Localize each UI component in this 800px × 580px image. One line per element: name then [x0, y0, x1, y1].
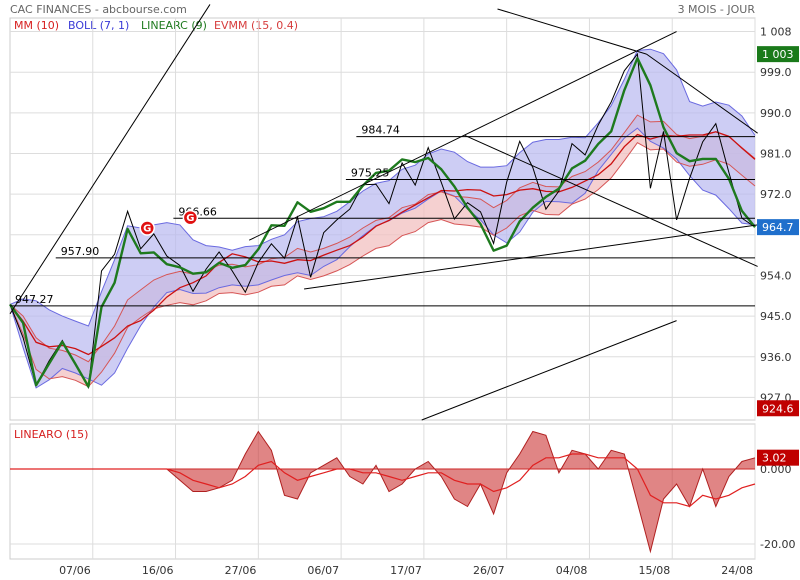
x-tick-label: 17/07 [390, 564, 422, 577]
chart-title: CAC FINANCES - abcbourse.com [10, 3, 187, 16]
y-tick-label: 972.0 [760, 188, 792, 201]
evmm-upper-line [9, 114, 756, 363]
trendline [421, 320, 677, 421]
y-tick-label: 999.0 [760, 66, 792, 79]
series-lines [9, 48, 756, 390]
x-tick-label: 06/07 [307, 564, 339, 577]
oscillator [10, 430, 756, 554]
event-marker-label: G [186, 213, 194, 224]
price-tag [757, 400, 799, 417]
oscillator-signal-line [10, 453, 756, 508]
x-tick-label: 15/08 [639, 564, 671, 577]
x-tick-label: 26/07 [473, 564, 505, 577]
trendline [248, 31, 677, 241]
oscillator-title: LINEARO (15) [14, 428, 88, 441]
event-marker-label: G [143, 224, 151, 235]
y-tick-label: 936.0 [760, 351, 792, 364]
legend-evmm: EVMM (15, 0.4) [214, 19, 298, 32]
x-tick-label: 07/06 [59, 564, 91, 577]
osc-value-tag-label: 3.02 [762, 452, 787, 465]
mm-line [9, 131, 756, 356]
event-marker [182, 209, 199, 226]
axes: 927.0936.0945.0954.0972.0981.0990.0999.0… [59, 26, 799, 577]
price-tag [757, 46, 799, 63]
legend-boll: BOLL (7, 1) [68, 19, 129, 32]
price-line [9, 52, 756, 390]
level-label: 984.74 [361, 124, 400, 137]
level-label: 947.27 [15, 293, 54, 306]
osc-y-tick-label: -20.00 [760, 538, 795, 551]
y-tick-label: 954.0 [760, 269, 792, 282]
x-tick-label: 24/08 [721, 564, 753, 577]
level-label: 975.25 [351, 166, 390, 179]
trendline [9, 4, 211, 315]
level-label: 957.90 [61, 245, 100, 258]
trendline [304, 224, 758, 290]
osc-value-tag [757, 449, 799, 466]
legend-linearc: LINEARC (9) [141, 19, 207, 32]
linearc-line [9, 57, 756, 388]
x-tick-label: 04/08 [556, 564, 588, 577]
y-tick-label: 945.0 [760, 310, 792, 323]
trendline [646, 53, 758, 134]
event-marker [139, 220, 155, 236]
price-tag [757, 219, 799, 236]
trendline [464, 134, 758, 267]
oscillator-area [10, 431, 755, 552]
x-tick-label: 27/06 [225, 564, 257, 577]
bollinger-upper-line [9, 48, 756, 327]
y-tick-label: 981.0 [760, 148, 792, 161]
evmm-lower-line [9, 142, 756, 388]
y-tick-label: 1 008 [760, 26, 792, 39]
osc-y-tick-label: 0.000 [760, 463, 792, 476]
trendline [497, 8, 647, 55]
x-tick-label: 16/06 [142, 564, 174, 577]
chart-period: 3 MOIS - JOUR [678, 3, 756, 16]
y-tick-label: 990.0 [760, 107, 792, 120]
legend-mm: MM (10) [14, 19, 59, 32]
price-tag-label: 964.7 [762, 221, 794, 234]
price-tag-label: 924.6 [762, 402, 794, 415]
price-tag-label: 1 003 [762, 48, 794, 61]
